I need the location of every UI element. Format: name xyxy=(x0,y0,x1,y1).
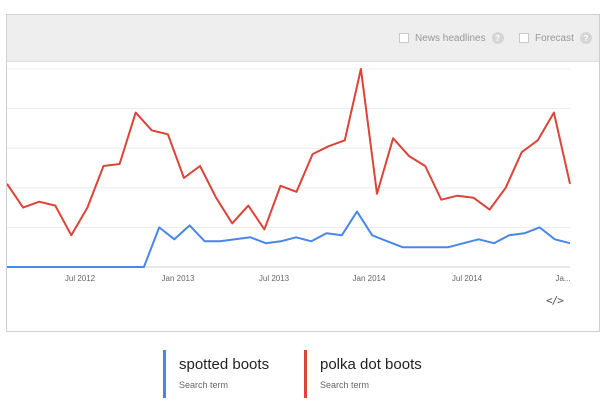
help-icon[interactable]: ? xyxy=(491,32,504,44)
news-headlines-option[interactable]: News headlines ? xyxy=(399,30,504,46)
legend-term: polka dot boots xyxy=(320,356,422,373)
trend-chart: Jul 2012 Jan 2013 Jul 2013 Jan 2014 Jul 2014… xyxy=(7,68,571,283)
x-tick-label: Jul 2013 xyxy=(259,274,290,283)
news-headlines-checkbox[interactable] xyxy=(399,33,409,43)
embed-code-icon[interactable]: </> xyxy=(546,294,564,307)
series-line-polka-dot-boots[interactable] xyxy=(7,68,571,237)
legend-subtitle: Search term xyxy=(320,380,370,390)
x-tick-label: Jul 2014 xyxy=(452,274,483,283)
help-icon[interactable]: ? xyxy=(579,32,592,44)
x-tick-label: Ja... xyxy=(555,274,570,283)
x-tick-label: Jul 2012 xyxy=(65,274,96,283)
legend-color-bar xyxy=(304,350,307,398)
news-headlines-label: News headlines xyxy=(415,32,486,44)
legend-subtitle: Search term xyxy=(179,380,229,390)
series-line-spotted-boots[interactable] xyxy=(7,210,571,268)
trends-panel: News headlines ? Forecast ? Jul 2012 Jan … xyxy=(6,14,600,332)
forecast-checkbox[interactable] xyxy=(519,33,529,43)
options-bar: News headlines ? Forecast ? xyxy=(7,15,599,62)
forecast-option[interactable]: Forecast ? xyxy=(519,30,592,46)
x-tick-label: Jan 2014 xyxy=(353,274,386,283)
legend-color-bar xyxy=(163,350,166,398)
legend-term: spotted boots xyxy=(179,356,270,373)
forecast-label: Forecast xyxy=(535,32,574,44)
x-tick-label: Jan 2013 xyxy=(162,274,195,283)
